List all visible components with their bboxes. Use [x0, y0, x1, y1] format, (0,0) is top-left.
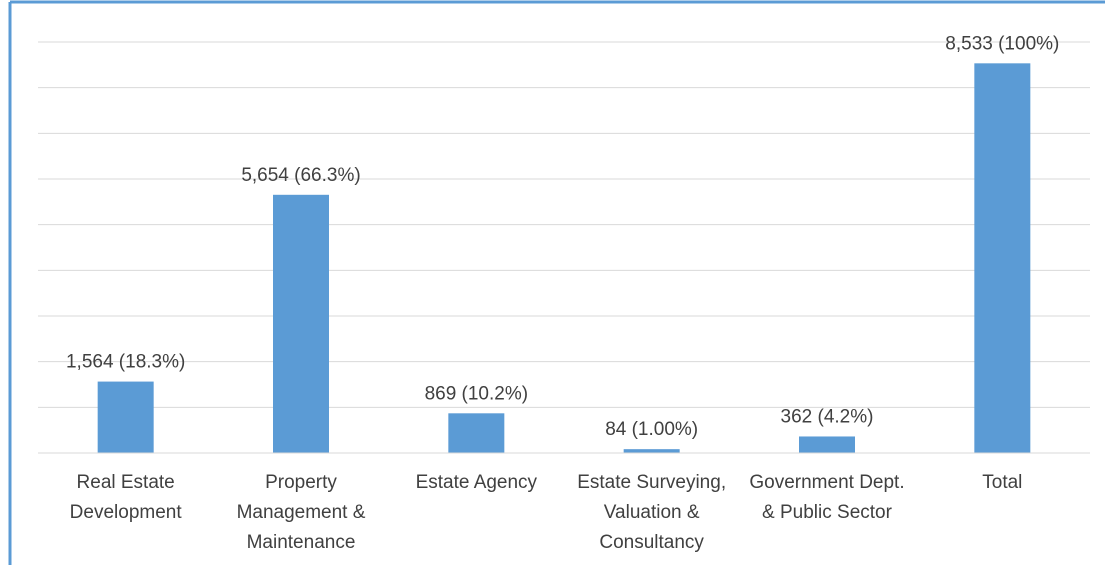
data-label: 869 (10.2%) — [425, 383, 529, 404]
bar — [273, 194, 329, 453]
x-tick-label: Estate Agency — [415, 472, 538, 493]
data-label: 5,654 (66.3%) — [241, 165, 360, 186]
x-tick-label: Total — [982, 472, 1023, 493]
x-tick-label: Real Estate Development — [69, 472, 182, 523]
bar — [799, 436, 855, 453]
data-label: 362 (4.2%) — [781, 406, 874, 427]
bar — [974, 63, 1031, 454]
bar — [623, 449, 680, 453]
bar — [97, 381, 154, 453]
x-tick-label: Property Management & Maintenance — [236, 472, 366, 553]
bar — [448, 413, 505, 453]
data-label: 84 (1.00%) — [605, 419, 698, 440]
x-tick-label: Estate Surveying, Valuation & Consultanc… — [577, 472, 727, 553]
x-tick-label: Government Dept. & Public Sector — [749, 472, 905, 523]
data-label: 1,564 (18.3%) — [66, 352, 185, 373]
data-label: 8,533 (100%) — [945, 33, 1059, 54]
